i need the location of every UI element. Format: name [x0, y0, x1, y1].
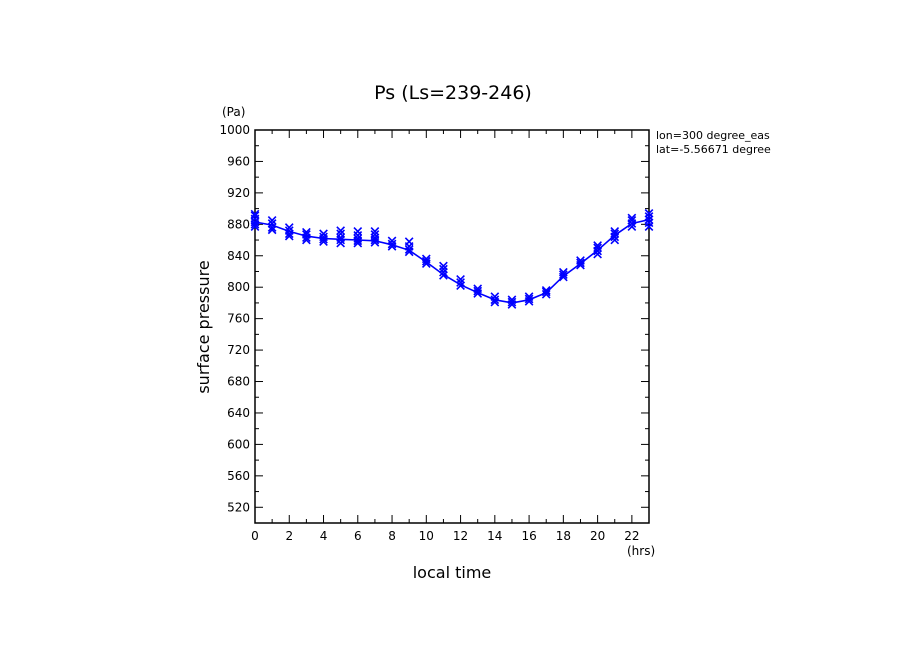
chart-title: Ps (Ls=239-246) — [374, 82, 532, 104]
x-tick-label: 14 — [487, 529, 502, 543]
y-tick-label: 680 — [227, 375, 250, 389]
sample-marker — [370, 230, 380, 239]
x-axis-label: local time — [413, 563, 492, 582]
sample-marker — [439, 261, 448, 271]
y-tick-label: 840 — [227, 249, 250, 263]
sample-marker — [439, 267, 448, 277]
y-tick-label: 600 — [227, 437, 250, 451]
sample-marker — [250, 209, 260, 219]
sample-marker — [370, 227, 380, 236]
sample-marker — [627, 222, 637, 232]
sample-marker — [439, 264, 448, 274]
y-tick-label: 560 — [227, 469, 250, 483]
x-tick-label: 22 — [624, 529, 639, 543]
y-unit-label: (Pa) — [222, 105, 245, 119]
sample-marker — [558, 270, 568, 279]
x-axis: 0 2 4 6 8 10 12 14 16 18 20 22 — [251, 130, 650, 543]
sample-marker — [267, 225, 277, 235]
sample-marker — [250, 211, 260, 221]
sample-marker — [610, 229, 620, 239]
y-tick-label: 760 — [227, 312, 250, 326]
sample-marker — [644, 222, 654, 232]
y-axis-label: surface pressure — [194, 260, 213, 393]
x-tick-label: 12 — [453, 529, 468, 543]
y-tick-label: 720 — [227, 343, 250, 357]
sample-marker — [541, 285, 551, 295]
sample-marker — [319, 229, 328, 239]
sample-marker — [336, 226, 346, 235]
y-tick-label: 800 — [227, 280, 250, 294]
annotation-lon: lon=300 degree_eas — [656, 129, 770, 142]
sample-marker — [353, 230, 363, 240]
annotation-lat: lat=-5.56671 degree — [656, 143, 771, 156]
x-tick-label: 2 — [285, 529, 293, 543]
sample-marker — [421, 254, 431, 264]
sample-marker — [250, 217, 260, 227]
sample-marker — [404, 237, 414, 246]
sample-marker — [353, 234, 363, 243]
sample-marker — [336, 229, 346, 239]
sample-marker — [456, 278, 465, 287]
sample-markers — [250, 208, 654, 309]
y-tick-label: 520 — [227, 500, 250, 514]
x-tick-label: 8 — [388, 529, 396, 543]
sample-marker — [644, 208, 654, 218]
x-tick-label: 20 — [590, 529, 605, 543]
plot-frame — [254, 129, 650, 524]
x-tick-label: 0 — [251, 529, 259, 543]
y-axis: 520 560 600 640 680 720 760 800 840 880 920 960 1000 — [219, 123, 649, 524]
x-tick-label: 6 — [354, 529, 362, 543]
x-tick-label: 18 — [556, 529, 571, 543]
sample-marker — [576, 256, 585, 265]
y-tick-label: 640 — [227, 406, 250, 420]
series-line — [254, 218, 650, 304]
series-lines — [254, 218, 650, 304]
sample-marker — [387, 239, 397, 249]
sample-marker — [336, 233, 346, 243]
sample-marker — [644, 212, 654, 221]
sample-marker — [387, 236, 397, 246]
sample-marker — [627, 213, 637, 223]
x-tick-label: 10 — [419, 529, 434, 543]
sample-marker — [267, 216, 277, 225]
sample-marker — [593, 243, 602, 253]
x-tick-label: 16 — [521, 529, 536, 543]
y-tick-label: 880 — [227, 217, 250, 231]
x-tick-label: 4 — [320, 529, 328, 543]
sample-marker — [541, 289, 551, 299]
y-tick-label: 920 — [227, 186, 250, 200]
y-tick-label: 1000 — [219, 123, 250, 137]
sample-marker — [456, 274, 465, 284]
sample-marker — [353, 227, 363, 236]
x-unit-label: (hrs) — [627, 544, 655, 558]
y-tick-label: 960 — [227, 154, 250, 168]
sample-marker — [319, 232, 328, 242]
